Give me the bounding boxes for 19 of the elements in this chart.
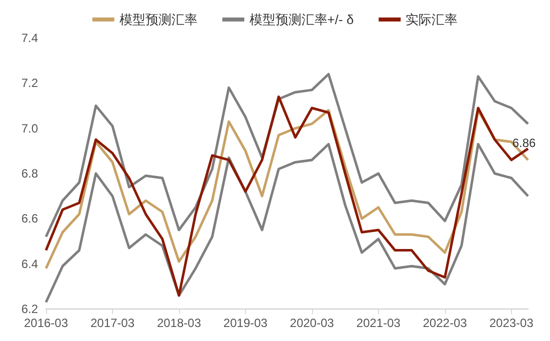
legend-label: 模型预测汇率 (119, 12, 198, 27)
x-tick-label: 2020-03 (290, 316, 334, 330)
x-tick-label: 2019-03 (223, 316, 268, 330)
x-tick-label: 2016-03 (24, 316, 68, 330)
y-tick-label: 6.6 (21, 212, 38, 226)
y-tick-label: 6.4 (21, 256, 38, 271)
y-tick-label: 7.0 (21, 121, 38, 136)
legend-label: 实际汇率 (406, 12, 458, 27)
data-label: 6.86 (512, 136, 536, 150)
legend-label: 模型预测汇率+/- δ (249, 12, 354, 27)
x-tick-label: 2021-03 (356, 316, 401, 330)
y-tick-label: 7.4 (21, 31, 38, 45)
x-tick-label: 2022-03 (422, 316, 468, 330)
y-tick-label: 6.2 (21, 302, 38, 316)
x-tick-label: 2018-03 (156, 316, 202, 330)
x-tick-label: 2017-03 (90, 316, 135, 330)
y-tick-label: 6.8 (21, 166, 38, 180)
x-tick-label: 2023-03 (489, 316, 534, 330)
y-tick-label: 7.2 (21, 76, 38, 90)
